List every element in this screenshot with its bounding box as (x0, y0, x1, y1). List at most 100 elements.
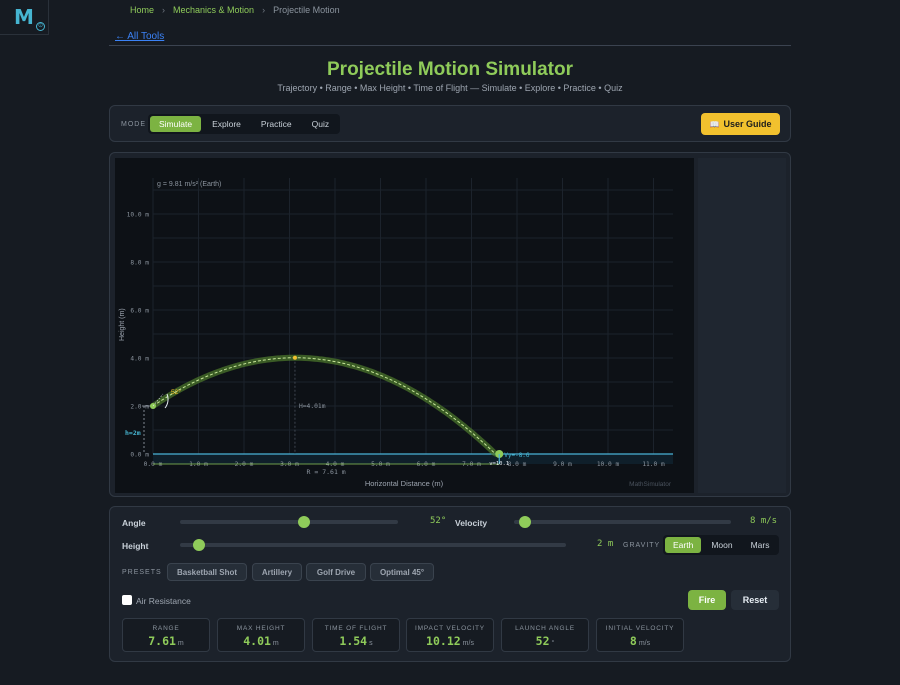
gravity-mars[interactable]: Mars (750, 540, 770, 550)
y-tick-label: 10.0 m (127, 212, 150, 219)
x-tick-label: 7.0 m (462, 461, 481, 468)
tab-simulate[interactable]: Simulate (150, 116, 202, 132)
book-icon: 📖 (709, 119, 720, 129)
y-tick-label: 8.0 m (130, 260, 149, 267)
impact-speed-label: v=10.1 (489, 461, 509, 467)
stat-value: 1.54 (339, 634, 368, 648)
simulation-canvas[interactable]: 0.0 m 2.0 m 4.0 m 6.0 m 8.0 m 10.0 m 0.0 m 1.0… (115, 158, 694, 493)
angle-ray (152, 393, 164, 407)
x-tick-label: 2.0 m (235, 461, 254, 468)
stat-unit: ° (551, 640, 555, 647)
x-tick-label: 4.0 m (326, 461, 345, 468)
y-tick-label: 2.0 m (130, 404, 149, 411)
angle-slider-track[interactable] (180, 520, 398, 524)
app-logo[interactable]: M ⊙ (0, 0, 49, 35)
x-tick-label: 8.0 m (508, 461, 527, 468)
y-tick-labels: 0.0 m 2.0 m 4.0 m 6.0 m 8.0 m 10.0 m (127, 212, 150, 459)
breadcrumb-separator-icon: › (162, 5, 166, 15)
controls-panel: Angle 52° Velocity 8 m/s Height 2 m GRAV… (109, 506, 791, 662)
user-guide-button[interactable]: 📖 User Guide (701, 113, 780, 135)
x-tick-label: 5.0 m (371, 461, 390, 468)
height-value: 2 m (597, 539, 614, 549)
stat-launch-angle: LAUNCH ANGLE 52 ° (501, 618, 589, 652)
max-height-marker: H=4.01m (299, 403, 326, 410)
y-axis-label: Height (m) (119, 308, 126, 341)
height-label: Height (122, 541, 149, 551)
stat-value: 7.61 (148, 634, 176, 648)
velocity-slider-handle[interactable] (518, 516, 531, 528)
watermark: MathSimulator (629, 481, 672, 488)
angle-label: Angle (122, 518, 146, 528)
launch-angle-label: 52° (171, 388, 181, 396)
x-tick-labels: 0.0 m 1.0 m 2.0 m 3.0 m 4.0 m 5.0 m 6.0 m 7.0 m… (144, 461, 665, 468)
stat-unit: s (369, 640, 373, 647)
x-tick-label: 10.0 m (597, 461, 620, 468)
simulation-side-panel (698, 158, 786, 493)
stat-max-height: MAX HEIGHT 4.01 m (217, 618, 305, 652)
preset-optimal-45-button[interactable]: Optimal 45° (370, 563, 434, 581)
stat-unit: m/s (638, 640, 651, 647)
stat-unit: m (272, 640, 279, 647)
ground-band (153, 454, 673, 464)
stat-label: LAUNCH ANGLE (515, 625, 575, 632)
air-resistance-checkbox[interactable] (122, 595, 132, 605)
preset-artillery-button[interactable]: Artillery (252, 563, 302, 581)
y-tick-label: 4.0 m (130, 356, 149, 363)
stat-range: RANGE 7.61 m (122, 618, 210, 652)
x-tick-label: 0.0 m (144, 461, 163, 468)
trajectory-path (152, 357, 499, 455)
stat-value: 10.12 (426, 634, 461, 648)
ground-strip (153, 453, 673, 464)
stat-unit: m/s (462, 640, 474, 647)
page-title: Projectile Motion Simulator (327, 59, 573, 80)
x-tick-label: 3.0 m (280, 461, 299, 468)
user-guide-label: User Guide (723, 119, 772, 129)
breadcrumb-current: Projectile Motion (273, 5, 340, 15)
gravity-note: g = 9.81 m/s² (Earth) (157, 181, 221, 188)
height-slider-track[interactable] (180, 543, 566, 547)
x-tick-label: 6.0 m (417, 461, 436, 468)
header-divider (109, 45, 791, 46)
tab-explore[interactable]: Explore (212, 119, 241, 129)
gravity-earth[interactable]: Earth (665, 537, 702, 553)
height-slider-handle[interactable] (193, 539, 206, 551)
stat-label: MAX HEIGHT (236, 625, 286, 632)
tab-practice[interactable]: Practice (260, 119, 292, 129)
reset-button[interactable]: Reset (731, 590, 779, 610)
velocity-slider-track[interactable] (514, 520, 731, 524)
fire-button[interactable]: Fire (688, 590, 726, 610)
velocity-label: Velocity (455, 518, 488, 528)
mode-panel: MODE Simulate Explore Practice Quiz 📖 Us… (109, 105, 791, 142)
breadcrumb-home-link[interactable]: Home (130, 5, 155, 15)
all-tools-link[interactable]: ← All Tools (115, 31, 165, 42)
apex-point (292, 355, 297, 360)
logo-letter: M (14, 5, 34, 29)
range-marker: R = 7.61 m (307, 468, 346, 476)
launch-height-label: h=2m (125, 429, 141, 437)
trajectory-plot: 0.0 m 2.0 m 4.0 m 6.0 m 8.0 m 10.0 m 0.0 m 1.0… (119, 178, 673, 488)
simulation-panel: 0.0 m 2.0 m 4.0 m 6.0 m 8.0 m 10.0 m 0.0 m 1.0… (109, 152, 791, 497)
x-tick-label: 1.0 m (189, 461, 208, 468)
tab-quiz[interactable]: Quiz (311, 119, 330, 129)
preset-golf-drive-button[interactable]: Golf Drive (306, 563, 366, 581)
angle-slider-handle[interactable] (298, 516, 311, 528)
stat-value: 4.01 (243, 634, 271, 648)
x-axis-label: Horizontal Distance (m) (365, 479, 444, 488)
velocity-value: 8 m/s (750, 516, 778, 526)
air-resistance-label[interactable]: Air Resistance (136, 596, 191, 606)
mode-label: MODE (121, 121, 146, 128)
stat-value: 8 (629, 634, 637, 648)
gravity-moon[interactable]: Moon (711, 540, 733, 550)
preset-basketball-button[interactable]: Basketball Shot (167, 563, 247, 581)
stat-value: 52 (535, 634, 550, 648)
y-tick-label: 6.0 m (130, 308, 149, 315)
stat-time-of-flight: TIME OF FLIGHT 1.54 s (312, 618, 400, 652)
y-tick-label: 0.0 m (130, 452, 149, 459)
breadcrumb: Home › Mechanics & Motion › Projectile M… (130, 4, 340, 16)
gravity-tabs: Earth Moon Mars (663, 535, 780, 555)
breadcrumb-separator-icon: › (262, 5, 266, 15)
stat-impact-velocity: IMPACT VELOCITY 10.12 m/s (406, 618, 494, 652)
angle-arc (164, 393, 169, 409)
breadcrumb-section-link[interactable]: Mechanics & Motion (173, 5, 255, 15)
stat-unit: m (177, 640, 184, 647)
